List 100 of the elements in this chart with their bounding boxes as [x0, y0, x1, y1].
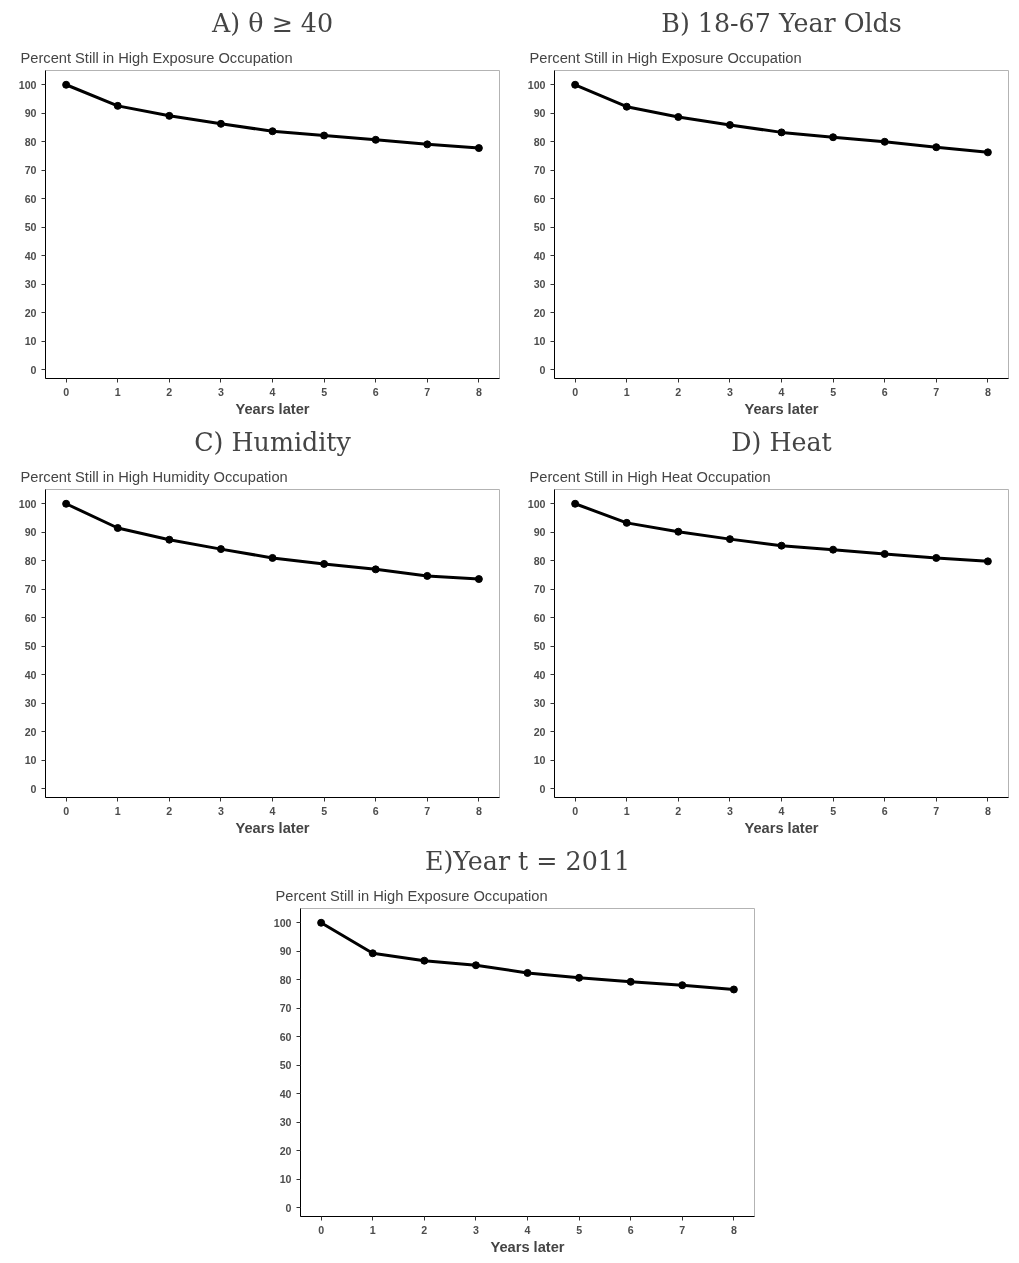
- x-tick-label: 8: [475, 804, 482, 817]
- y-tick-label: 10: [24, 335, 37, 348]
- y-tick-label: 80: [533, 554, 546, 567]
- x-tick-label: 5: [321, 804, 328, 817]
- y-tick-label: 70: [533, 164, 546, 177]
- x-tick-label: 1: [623, 804, 630, 817]
- y-tick-label: 90: [24, 107, 37, 120]
- y-tick-label: 30: [24, 278, 37, 291]
- x-tick-label: 2: [675, 804, 682, 817]
- x-tick-label: 4: [778, 804, 785, 817]
- point: [423, 140, 432, 149]
- y-tick-label: 80: [24, 135, 37, 148]
- point: [622, 102, 631, 111]
- point: [216, 119, 225, 128]
- y-tick-label: 60: [279, 1030, 292, 1043]
- x-tick-label: 7: [424, 385, 431, 398]
- point: [571, 499, 580, 508]
- point: [474, 144, 483, 153]
- x-tick-label: 0: [63, 385, 70, 398]
- x-axis-title: Years later: [744, 400, 819, 417]
- x-tick-label: 1: [114, 385, 121, 398]
- y-tick-label: 100: [18, 497, 37, 510]
- x-tick-label: 3: [217, 385, 224, 398]
- y-tick-label: 20: [279, 1144, 292, 1157]
- y-tick-label: 20: [24, 306, 37, 319]
- x-tick-label: 4: [524, 1223, 531, 1236]
- y-tick-label: 0: [30, 363, 37, 376]
- point: [320, 559, 329, 568]
- x-axis-title: Years later: [235, 400, 310, 417]
- y-tick-label: 100: [527, 78, 546, 91]
- x-tick-label: 6: [881, 385, 888, 398]
- x-tick-label: 8: [984, 385, 991, 398]
- x-tick-label: 3: [472, 1223, 479, 1236]
- point: [523, 968, 532, 977]
- x-tick-label: 5: [830, 804, 837, 817]
- point: [880, 549, 889, 558]
- y-tick-label: 90: [533, 107, 546, 120]
- y-tick-label: 90: [279, 945, 292, 958]
- y-tick-label: 50: [279, 1059, 292, 1072]
- y-tick-label: 70: [279, 1002, 292, 1015]
- point: [165, 535, 174, 544]
- y-tick-label: 0: [539, 363, 546, 376]
- point: [165, 111, 174, 120]
- x-tick-label: 6: [372, 804, 379, 817]
- point: [626, 977, 635, 986]
- y-tick-label: 40: [279, 1087, 292, 1100]
- y-tick-label: 30: [533, 278, 546, 291]
- point: [320, 131, 329, 140]
- y-tick-label: 0: [30, 782, 37, 795]
- y-tick-label: 70: [533, 583, 546, 596]
- x-tick-label: 7: [679, 1223, 686, 1236]
- point: [777, 541, 786, 550]
- x-tick-label: 8: [984, 804, 991, 817]
- x-tick-label: 2: [421, 1223, 428, 1236]
- point: [674, 112, 683, 121]
- y-tick-label: 0: [539, 782, 546, 795]
- point: [571, 80, 580, 89]
- x-tick-label: 1: [623, 385, 630, 398]
- y-tick-label: 60: [24, 192, 37, 205]
- x-tick-label: 6: [372, 385, 379, 398]
- point: [725, 120, 734, 129]
- y-tick-label: 70: [24, 583, 37, 596]
- chart-title: E)Year t = 2011: [424, 845, 631, 876]
- y-tick-label: 40: [24, 249, 37, 262]
- chart-subtitle: Percent Still in High Heat Occupation: [529, 468, 771, 485]
- x-tick-label: 2: [675, 385, 682, 398]
- y-tick-label: 20: [533, 306, 546, 319]
- x-axis-title: Years later: [490, 1238, 565, 1255]
- x-tick-label: 3: [726, 385, 733, 398]
- x-tick-label: 8: [730, 1223, 737, 1236]
- point: [423, 571, 432, 580]
- y-tick-label: 10: [279, 1173, 292, 1186]
- point: [62, 499, 71, 508]
- y-tick-label: 60: [533, 611, 546, 624]
- chart-subtitle: Percent Still in High Humidity Occupation: [20, 468, 288, 485]
- x-tick-label: 3: [217, 804, 224, 817]
- y-tick-label: 100: [273, 916, 292, 929]
- y-tick-label: 90: [24, 526, 37, 539]
- point: [471, 961, 480, 970]
- point: [420, 956, 429, 965]
- y-tick-label: 30: [279, 1116, 292, 1129]
- x-axis-title: Years later: [744, 819, 819, 836]
- point: [829, 545, 838, 554]
- x-tick-label: 0: [572, 385, 579, 398]
- point: [268, 127, 277, 136]
- x-tick-label: 2: [166, 385, 173, 398]
- chart-subtitle: Percent Still in High Exposure Occupation: [275, 887, 548, 904]
- x-tick-label: 8: [475, 385, 482, 398]
- y-tick-label: 80: [533, 135, 546, 148]
- y-tick-label: 0: [285, 1201, 292, 1214]
- x-tick-label: 1: [369, 1223, 376, 1236]
- point: [371, 135, 380, 144]
- x-tick-label: 4: [778, 385, 785, 398]
- y-tick-label: 20: [533, 725, 546, 738]
- x-tick-label: 4: [269, 385, 276, 398]
- x-tick-label: 7: [424, 804, 431, 817]
- x-tick-label: 7: [933, 804, 940, 817]
- point: [113, 101, 122, 110]
- y-tick-label: 10: [533, 754, 546, 767]
- point: [62, 80, 71, 89]
